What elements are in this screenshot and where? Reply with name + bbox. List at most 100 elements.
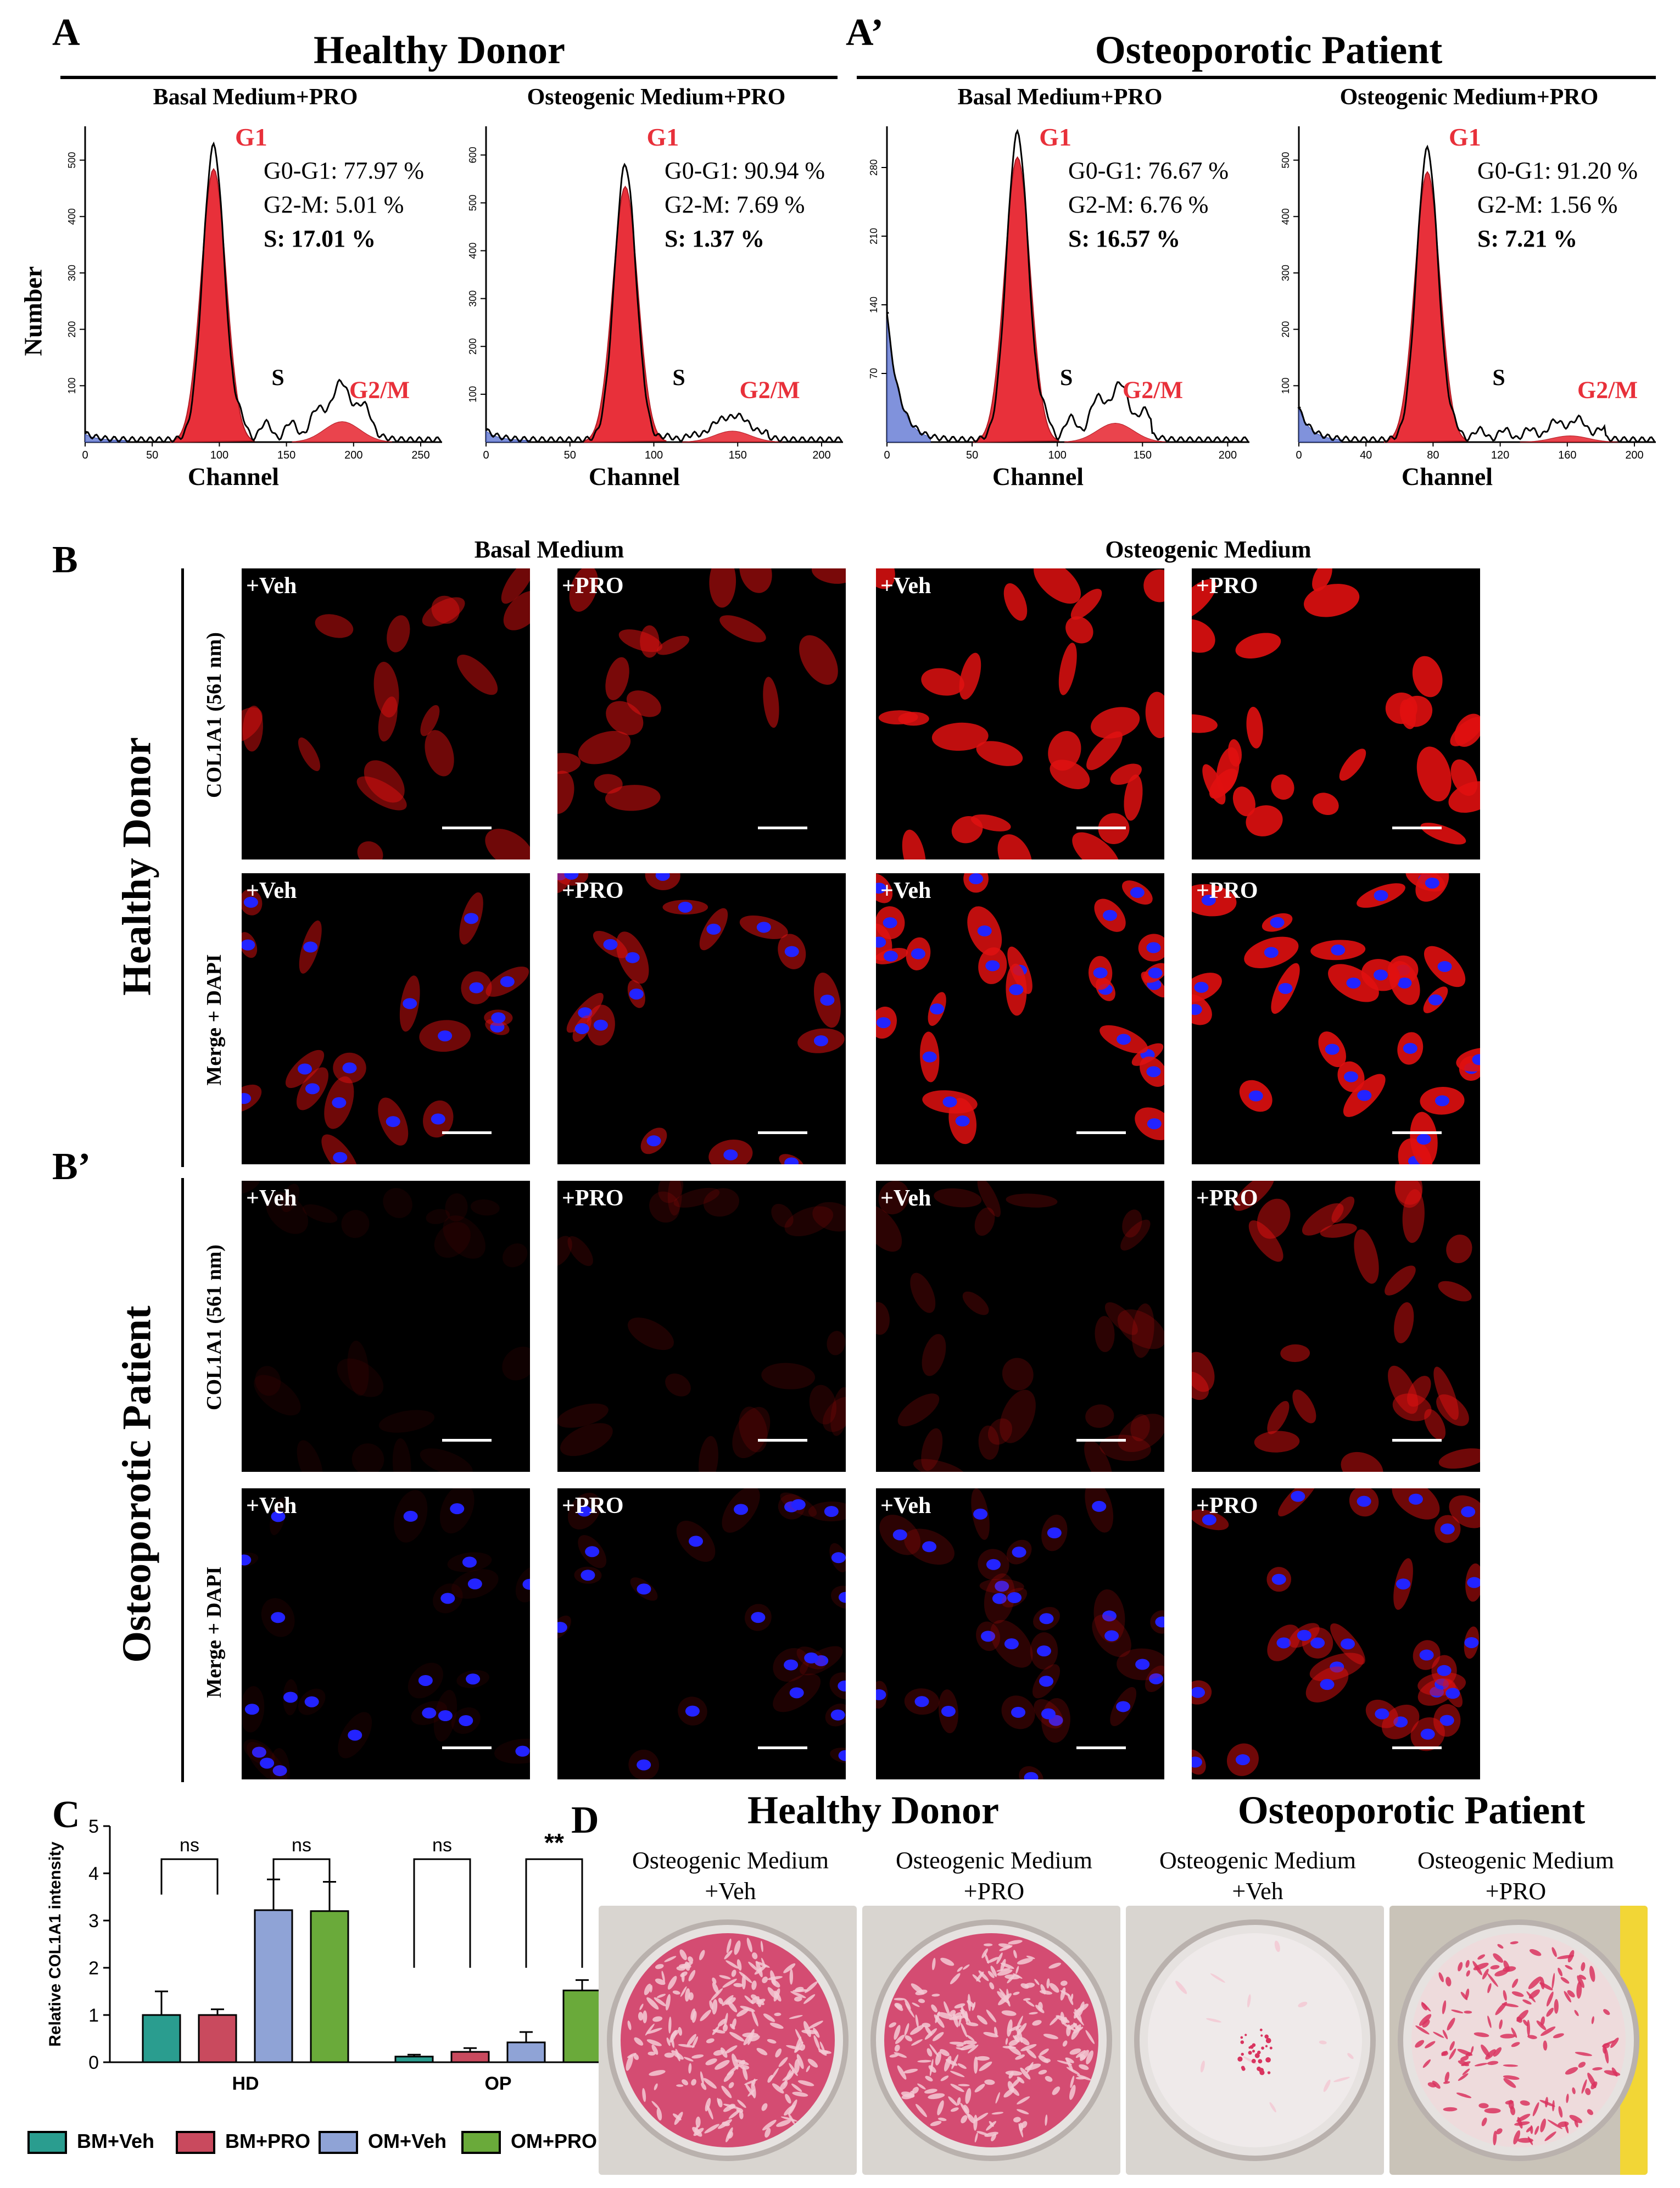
mineral-nodule xyxy=(894,2025,901,2040)
mineral-nodule xyxy=(961,2115,968,2124)
mineral-nodule xyxy=(772,2083,784,2094)
mineral-nodule xyxy=(1574,2119,1578,2128)
cell-nucleus xyxy=(1331,944,1346,956)
mineral-nodule xyxy=(742,2066,748,2080)
mineral-nodule xyxy=(646,2028,662,2034)
bar-y-tick-label: 1 xyxy=(88,2005,99,2026)
mineral-nodule xyxy=(719,1975,731,1979)
mineral-nodule xyxy=(1210,1973,1225,1983)
mineral-nodule xyxy=(956,2047,964,2050)
cell-cytoplasm xyxy=(1085,1488,1114,1533)
mineral-nodule xyxy=(889,2054,898,2058)
mineral-nodule xyxy=(937,2117,947,2122)
mineral-nodule xyxy=(727,2066,739,2076)
mineral-nodule xyxy=(954,2003,965,2008)
cell-nucleus xyxy=(1009,984,1024,996)
mineral-nodule xyxy=(686,2034,696,2046)
mineral-nodule xyxy=(940,2075,949,2081)
mineral-nodule xyxy=(1432,2080,1441,2089)
condition-tag: +PRO xyxy=(562,1186,624,1211)
mineral-nodule xyxy=(963,2105,970,2114)
mineral-nodule xyxy=(1449,2041,1455,2051)
mineral-nodule xyxy=(751,2081,756,2098)
mineral-nodule xyxy=(767,1987,777,1999)
mineral-nodule xyxy=(984,2079,995,2085)
mineral-nodule xyxy=(667,1975,677,1990)
mineral-nodule xyxy=(1523,2019,1528,2027)
mineral-nodule xyxy=(1465,1960,1470,1968)
mineral-nodule xyxy=(1516,2113,1531,2122)
bar-category-label: HD xyxy=(232,2073,259,2094)
mineral-nodule xyxy=(926,2048,933,2057)
mineral-nodule xyxy=(751,1980,757,1990)
mineral-nodule xyxy=(1575,2052,1592,2056)
mineral-nodule xyxy=(639,2003,644,2011)
mineral-nodule xyxy=(761,1940,763,1952)
mineral-nodule xyxy=(654,1997,666,2007)
hist-x-tick-label: 150 xyxy=(729,449,747,461)
mineral-nodule xyxy=(725,1960,739,1969)
cell-nucleus xyxy=(1357,1090,1372,1101)
cell-cytoplasm xyxy=(1446,1234,1472,1263)
cell-cytoplasm xyxy=(823,1397,846,1432)
mineral-nodule xyxy=(1511,1978,1519,1988)
cell-nucleus xyxy=(1202,1514,1216,1526)
scale-bar xyxy=(758,1439,807,1442)
hist-debris-peak xyxy=(886,314,931,443)
mineral-nodule xyxy=(983,1943,993,1946)
mineral-nodule xyxy=(1458,2073,1469,2081)
mineral-spot xyxy=(1265,2038,1271,2044)
d-healthy-title: Healthy Donor xyxy=(747,1788,999,1832)
mineral-nodule xyxy=(818,2050,831,2054)
mineral-nodule xyxy=(994,2027,998,2036)
cell-nucleus xyxy=(1004,1638,1019,1650)
mineral-nodule xyxy=(1495,2128,1503,2135)
mineral-nodule xyxy=(1513,2130,1521,2145)
mineral-nodule xyxy=(706,2038,715,2044)
cell-nucleus xyxy=(784,1157,799,1164)
cell-nucleus xyxy=(838,1592,846,1603)
cell-nucleus xyxy=(298,1063,312,1075)
mineral-nodule xyxy=(784,2069,791,2086)
cell-nucleus xyxy=(1012,1547,1026,1558)
mineral-spot xyxy=(1265,2057,1271,2063)
cell-nucleus xyxy=(491,1012,506,1024)
scale-bar xyxy=(1076,1439,1126,1442)
mineral-nodule xyxy=(1442,2000,1447,2014)
hist-stat: G0-G1: 90.94 % xyxy=(665,157,825,184)
cell-nucleus xyxy=(244,1704,259,1715)
mineral-nodule xyxy=(1574,2010,1579,2017)
mineral-nodule xyxy=(1026,1955,1035,1960)
mineral-nodule xyxy=(638,2012,644,2021)
mineral-nodule xyxy=(925,2075,933,2081)
mineral-nodule xyxy=(720,2047,728,2058)
mineral-nodule xyxy=(739,1971,752,1983)
mineral-nodule xyxy=(1060,1990,1070,1996)
cell-nucleus xyxy=(1374,890,1388,901)
cell-cytoplasm xyxy=(959,652,981,700)
mineral-nodule xyxy=(655,1978,666,1985)
hist-s-label: S xyxy=(1492,366,1505,391)
mineral-nodule xyxy=(945,2059,958,2066)
condition-tag: +Veh xyxy=(246,1186,297,1211)
cell-nucleus xyxy=(646,1135,661,1147)
mineral-nodule xyxy=(1046,1978,1050,1989)
mineral-nodule xyxy=(1565,1965,1573,1970)
healthy-row-bracket xyxy=(181,568,184,1167)
mineral-nodule xyxy=(1063,2023,1076,2031)
cell-cytoplasm xyxy=(557,771,574,814)
mineral-nodule xyxy=(929,2044,939,2057)
mineral-nodule xyxy=(1541,2026,1556,2036)
mineral-nodule xyxy=(646,2039,662,2046)
mineral-nodule xyxy=(680,1986,687,1997)
mineral-nodule xyxy=(764,2128,771,2138)
cell-nucleus xyxy=(1320,1679,1335,1690)
mineral-nodule xyxy=(1274,1940,1280,1952)
hist-x-label: Channel xyxy=(1402,462,1493,490)
cell-cytoplasm xyxy=(1124,774,1143,821)
cell-nucleus xyxy=(271,1612,286,1623)
cell-nucleus xyxy=(723,1149,738,1160)
scale-bar xyxy=(442,1131,492,1134)
cell-cytoplasm xyxy=(281,1184,300,1213)
mineral-nodule xyxy=(1500,2034,1516,2039)
